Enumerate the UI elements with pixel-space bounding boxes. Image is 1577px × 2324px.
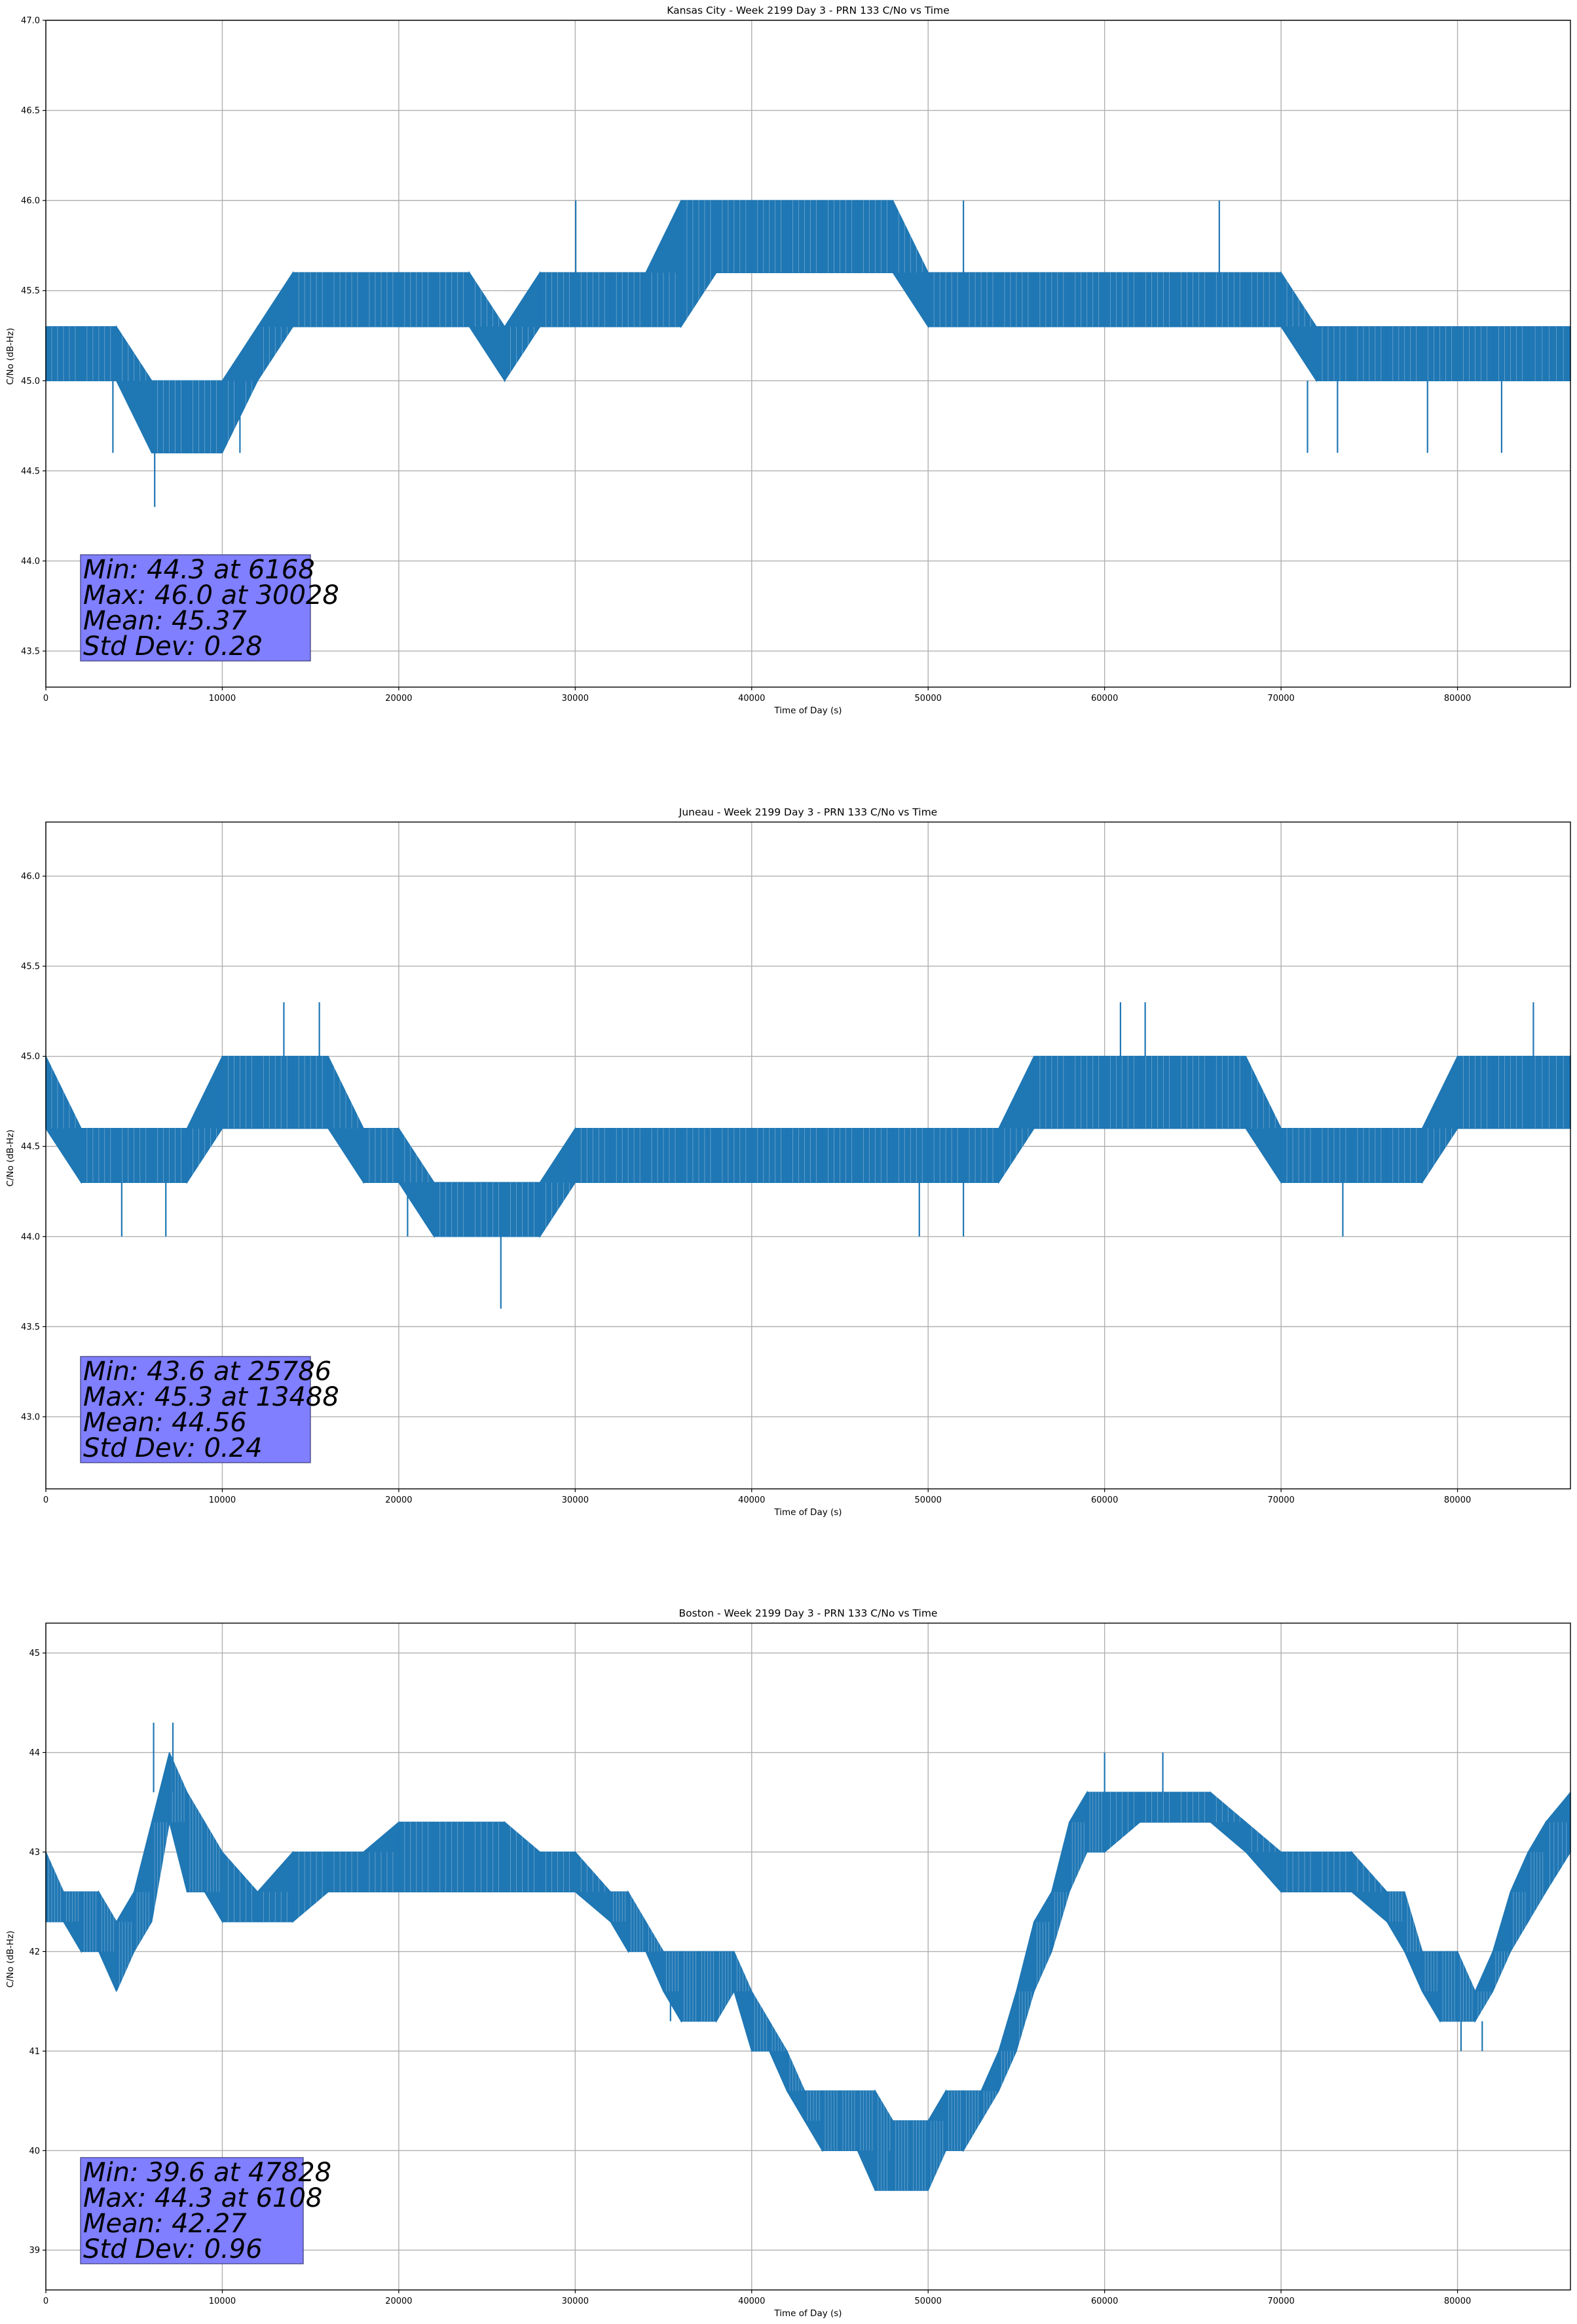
x-tick-label: 60000 xyxy=(1091,1495,1118,1505)
plot-frame xyxy=(45,1622,1571,2291)
x-tick-label: 0 xyxy=(43,694,48,703)
x-tick-label: 50000 xyxy=(915,694,942,703)
y-tick-label: 44.5 xyxy=(21,1142,40,1152)
stats-std-dev: Std Dev: 0.96 xyxy=(83,2234,263,2264)
y-tick-label: 45.5 xyxy=(21,286,40,296)
stats-min: Min: 43.6 at 25786 xyxy=(83,1357,331,1387)
y-tick-label: 41 xyxy=(29,2047,40,2057)
x-tick-label: 80000 xyxy=(1444,1495,1471,1505)
y-tick-label: 40 xyxy=(29,2146,40,2156)
y-tick-label: 45.0 xyxy=(21,377,40,386)
chart-boston: Boston - Week 2199 Day 3 - PRN 133 C/No … xyxy=(5,1607,1571,2319)
stats-mean: Mean: 45.37 xyxy=(83,606,247,636)
chart-juneau: Juneau - Week 2199 Day 3 - PRN 133 C/No … xyxy=(5,806,1571,1518)
x-tick-label: 40000 xyxy=(738,694,765,703)
y-tick-label: 46.5 xyxy=(21,106,40,116)
x-axis-label: Time of Day (s) xyxy=(773,705,842,716)
y-tick-label: 43.5 xyxy=(21,1322,40,1332)
stats-max: Max: 46.0 at 30028 xyxy=(83,580,339,610)
y-tick-label: 44.0 xyxy=(21,1232,40,1242)
stats-min: Min: 44.3 at 6168 xyxy=(83,555,315,585)
y-tick-label: 45 xyxy=(29,1649,40,1659)
x-tick-label: 10000 xyxy=(209,1495,236,1505)
x-tick-label: 30000 xyxy=(562,1495,589,1505)
x-tick-label: 50000 xyxy=(915,2296,942,2306)
y-axis-label: C/No (dB-Hz) xyxy=(5,328,16,384)
y-tick-label: 42 xyxy=(29,1947,40,1957)
y-tick-label: 39 xyxy=(29,2246,40,2256)
stats-box-background xyxy=(80,1356,311,1463)
y-tick-label: 46.0 xyxy=(21,872,40,882)
chart-title: Juneau - Week 2199 Day 3 - PRN 133 C/No … xyxy=(678,806,937,818)
plot-area: 0 10000 20000 30000 40000 50000 60000 70000 8000… xyxy=(21,821,1571,1505)
plot-frame xyxy=(45,20,1571,688)
stats-box: Min: 39.6 at 47828 Max: 44.3 at 6108 Mea… xyxy=(80,2157,331,2264)
x-tick-label: 30000 xyxy=(562,2296,589,2306)
y-tick-label: 43.5 xyxy=(21,647,40,656)
x-tick-label: 60000 xyxy=(1091,2296,1118,2306)
y-axis-label: C/No (dB-Hz) xyxy=(5,1930,16,1987)
chart-title: Boston - Week 2199 Day 3 - PRN 133 C/No … xyxy=(679,1607,938,1619)
y-tick-label: 44.5 xyxy=(21,466,40,476)
chart-kansas-city: Kansas City - Week 2199 Day 3 - PRN 133 … xyxy=(5,5,1571,716)
x-tick-label: 80000 xyxy=(1444,2296,1471,2306)
x-tick-label: 20000 xyxy=(385,1495,412,1505)
plot-area: 0 10000 20000 30000 40000 50000 60000 70000 8000… xyxy=(29,1622,1571,2306)
stats-max: Max: 45.3 at 13488 xyxy=(83,1382,339,1412)
y-tick-label: 46.0 xyxy=(21,197,40,206)
x-tick-label: 60000 xyxy=(1091,694,1118,703)
y-tick-label: 47.0 xyxy=(21,16,40,26)
stats-min: Min: 39.6 at 47828 xyxy=(83,2158,331,2188)
stats-box: Min: 43.6 at 25786 Max: 45.3 at 13488 Me… xyxy=(80,1356,339,1463)
stats-mean: Mean: 42.27 xyxy=(83,2209,247,2239)
x-tick-label: 0 xyxy=(43,1495,48,1505)
x-tick-label: 30000 xyxy=(562,694,589,703)
x-tick-label: 40000 xyxy=(738,2296,765,2306)
stats-mean: Mean: 44.56 xyxy=(83,1408,247,1438)
x-tick-label: 20000 xyxy=(385,2296,412,2306)
stats-box-background xyxy=(80,554,311,662)
x-tick-label: 40000 xyxy=(738,1495,765,1505)
x-tick-label: 0 xyxy=(43,2296,48,2306)
plot-frame xyxy=(45,821,1571,1490)
stats-max: Max: 44.3 at 6108 xyxy=(83,2183,322,2213)
stats-box: Min: 44.3 at 6168 Max: 46.0 at 30028 Mea… xyxy=(80,554,339,662)
x-axis-label: Time of Day (s) xyxy=(773,2308,842,2319)
stats-std-dev: Std Dev: 0.24 xyxy=(83,1433,263,1463)
x-axis-label: Time of Day (s) xyxy=(773,1507,842,1518)
chart-title: Kansas City - Week 2199 Day 3 - PRN 133 … xyxy=(667,5,950,16)
y-tick-label: 43.0 xyxy=(21,1412,40,1422)
y-tick-label: 44.0 xyxy=(21,557,40,567)
y-tick-label: 44 xyxy=(29,1748,40,1758)
x-tick-label: 10000 xyxy=(209,2296,236,2306)
x-tick-label: 10000 xyxy=(209,694,236,703)
plot-area: 0 10000 20000 30000 40000 50000 60000 70000 8000… xyxy=(21,16,1571,703)
x-tick-label: 20000 xyxy=(385,694,412,703)
stats-box-background xyxy=(80,2157,304,2264)
y-tick-label: 43 xyxy=(29,1848,40,1858)
y-tick-label: 45.0 xyxy=(21,1052,40,1062)
x-tick-label: 70000 xyxy=(1267,1495,1294,1505)
y-tick-label: 45.5 xyxy=(21,962,40,972)
y-axis-label: C/No (dB-Hz) xyxy=(5,1129,16,1186)
x-tick-label: 70000 xyxy=(1267,694,1294,703)
x-tick-label: 80000 xyxy=(1444,694,1471,703)
x-tick-label: 70000 xyxy=(1267,2296,1294,2306)
x-tick-label: 50000 xyxy=(915,1495,942,1505)
stats-std-dev: Std Dev: 0.28 xyxy=(83,631,263,662)
